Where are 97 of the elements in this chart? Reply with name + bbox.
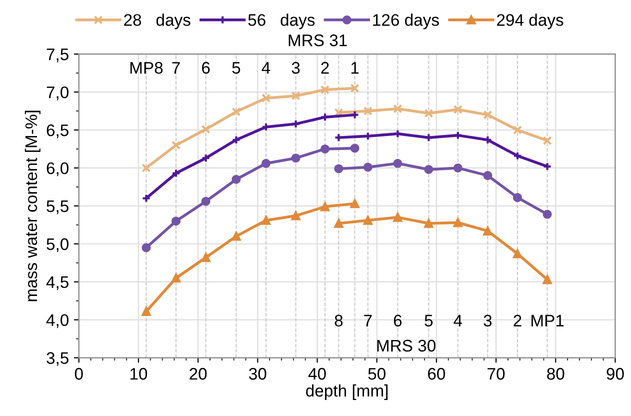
x-tick-label: 70 bbox=[488, 368, 505, 380]
point bbox=[393, 158, 402, 168]
point bbox=[424, 133, 434, 142]
y-tick-label: 5,5 bbox=[46, 200, 68, 214]
point bbox=[142, 306, 151, 316]
point bbox=[453, 130, 462, 140]
point bbox=[363, 106, 372, 116]
point bbox=[350, 199, 360, 208]
x-tick-label: 90 bbox=[606, 368, 624, 380]
point bbox=[453, 218, 462, 228]
x-tick-label: 40 bbox=[308, 368, 326, 380]
point bbox=[424, 164, 434, 174]
point bbox=[320, 144, 330, 154]
point bbox=[201, 124, 210, 134]
point bbox=[142, 163, 151, 172]
point bbox=[393, 129, 402, 138]
annotation: 7 bbox=[172, 62, 180, 74]
legend-label: 56 days bbox=[248, 14, 315, 30]
point bbox=[512, 125, 522, 135]
point bbox=[424, 218, 434, 228]
annotation: 4 bbox=[454, 314, 462, 326]
point bbox=[512, 193, 522, 202]
point bbox=[320, 112, 330, 122]
point bbox=[483, 226, 492, 236]
y-tick-label: 3,5 bbox=[46, 352, 68, 366]
point bbox=[453, 163, 462, 172]
annotation: 6 bbox=[394, 314, 402, 327]
y-tick-label: 6,5 bbox=[46, 124, 68, 138]
point bbox=[171, 216, 181, 226]
annotation: MRS 30 bbox=[377, 340, 436, 352]
point bbox=[320, 85, 330, 94]
annotation: MP1 bbox=[532, 314, 564, 326]
annotation: 7 bbox=[364, 314, 372, 326]
point bbox=[542, 136, 552, 146]
point bbox=[424, 108, 434, 118]
annotation: 4 bbox=[262, 62, 270, 74]
point bbox=[291, 91, 300, 100]
point bbox=[171, 168, 181, 178]
annotation: 3 bbox=[292, 62, 300, 74]
point bbox=[512, 151, 522, 160]
y-axis-title: mass water content [M-%] bbox=[24, 110, 40, 302]
annotation: 5 bbox=[232, 62, 240, 74]
annotation: 8 bbox=[334, 314, 343, 327]
x-tick-label: 30 bbox=[249, 368, 266, 380]
legend-label: 28 days bbox=[124, 14, 190, 30]
x-tick-label: 80 bbox=[547, 368, 564, 380]
y-tick-label: 7,0 bbox=[46, 86, 69, 100]
point bbox=[320, 202, 330, 212]
x-tick-label: 20 bbox=[190, 368, 207, 380]
y-tick-label: 4,0 bbox=[46, 314, 69, 328]
point bbox=[512, 249, 522, 258]
x-tick-label: 0 bbox=[74, 368, 83, 380]
point bbox=[453, 104, 462, 114]
point bbox=[291, 154, 300, 163]
point bbox=[483, 135, 492, 144]
point bbox=[171, 140, 181, 150]
point bbox=[483, 171, 492, 180]
annotation: 2 bbox=[321, 62, 329, 74]
point bbox=[334, 218, 344, 228]
y-tick-label: 4,5 bbox=[46, 276, 68, 290]
point bbox=[142, 243, 151, 252]
annotation: 6 bbox=[202, 62, 210, 74]
legend-label: 294 days bbox=[497, 14, 564, 30]
x-tick-label: 60 bbox=[428, 368, 446, 380]
y-tick-label: 7,5 bbox=[46, 48, 68, 62]
legend-label: 126 days bbox=[373, 14, 439, 30]
point bbox=[232, 174, 241, 184]
point bbox=[201, 196, 210, 206]
point bbox=[261, 158, 271, 168]
text: MRS 31 bbox=[288, 34, 347, 46]
annotation: 1 bbox=[351, 62, 359, 74]
x-tick-label: 10 bbox=[130, 368, 148, 380]
point bbox=[363, 216, 372, 225]
x-axis-title: depth [mm] bbox=[306, 384, 388, 400]
point bbox=[232, 135, 241, 144]
point bbox=[542, 210, 552, 219]
point bbox=[232, 107, 241, 116]
point bbox=[393, 104, 402, 114]
point bbox=[261, 94, 271, 103]
point bbox=[171, 274, 181, 283]
point bbox=[201, 154, 210, 163]
annotation: 3 bbox=[484, 314, 492, 327]
annotation: 2 bbox=[514, 314, 522, 326]
point bbox=[350, 144, 360, 153]
point bbox=[363, 162, 372, 172]
point bbox=[393, 212, 402, 222]
point bbox=[483, 110, 492, 120]
y-tick-label: 6,0 bbox=[46, 162, 69, 176]
annotation: 5 bbox=[424, 314, 433, 327]
y-tick-label: 5,0 bbox=[46, 238, 69, 252]
point bbox=[232, 232, 241, 241]
annotation: MP8 bbox=[130, 62, 163, 74]
point bbox=[350, 84, 360, 93]
x-tick-label: 50 bbox=[368, 368, 386, 380]
point bbox=[291, 211, 300, 220]
point bbox=[261, 216, 271, 225]
point bbox=[334, 164, 344, 174]
